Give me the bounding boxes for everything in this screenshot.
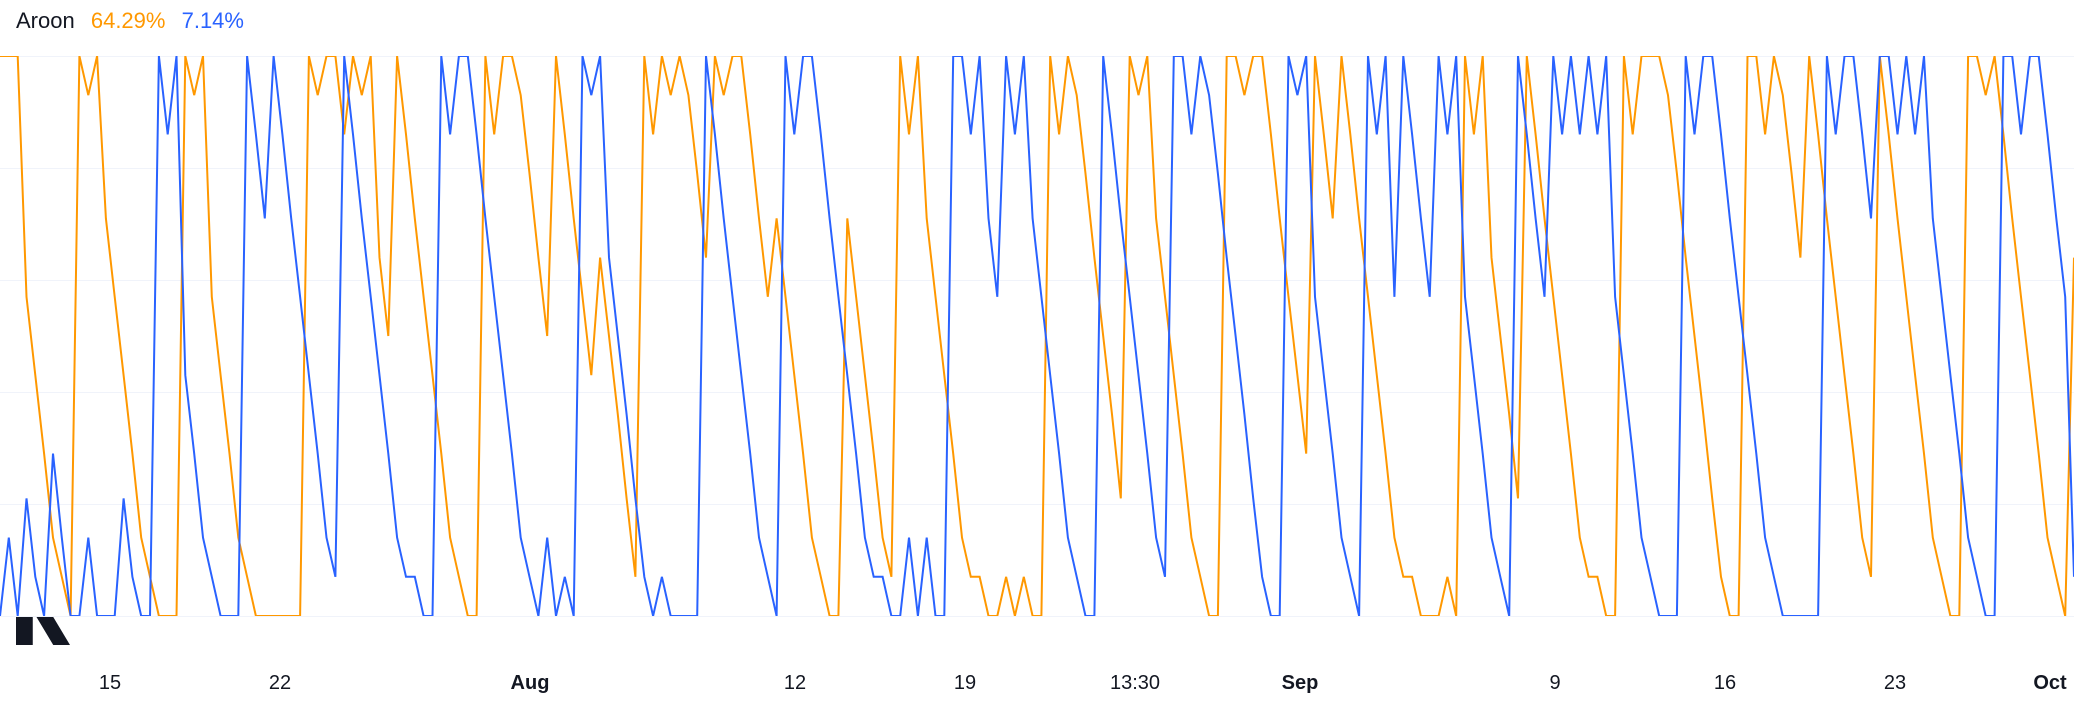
x-tick-label: Sep: [1282, 672, 1319, 695]
x-tick-label: Oct: [2033, 672, 2066, 695]
chart-area[interactable]: [0, 56, 2074, 616]
indicator-header: Aroon 64.29% 7.14%: [16, 10, 254, 32]
tradingview-logo-icon: [16, 616, 70, 646]
indicator-name: Aroon: [16, 8, 75, 33]
x-tick-label: 9: [1549, 672, 1560, 695]
aroon-up-line: [0, 56, 2074, 616]
aroon-down-value: 7.14%: [182, 8, 244, 33]
aroon-down-line: [0, 56, 2074, 616]
x-tick-label: 23: [1884, 672, 1906, 695]
aroon-up-value: 64.29%: [91, 8, 166, 33]
x-tick-label: 19: [954, 672, 976, 695]
x-tick-label: 13:30: [1110, 672, 1160, 695]
x-tick-label: 15: [99, 672, 121, 695]
gridline: [0, 616, 2074, 617]
x-tick-label: 12: [784, 672, 806, 695]
logo-path: [16, 617, 70, 645]
x-tick-label: Aug: [511, 672, 550, 695]
aroon-indicator-panel: Aroon 64.29% 7.14% 1522Aug121913:30Sep91…: [0, 0, 2074, 704]
x-axis: 15 22 Aug 12 19 13:30 Sep 9 16 23 Oct: [0, 654, 2074, 704]
x-tick-label: 22: [269, 672, 291, 695]
x-tick-label: 16: [1714, 672, 1736, 695]
chart-svg: [0, 56, 2074, 616]
